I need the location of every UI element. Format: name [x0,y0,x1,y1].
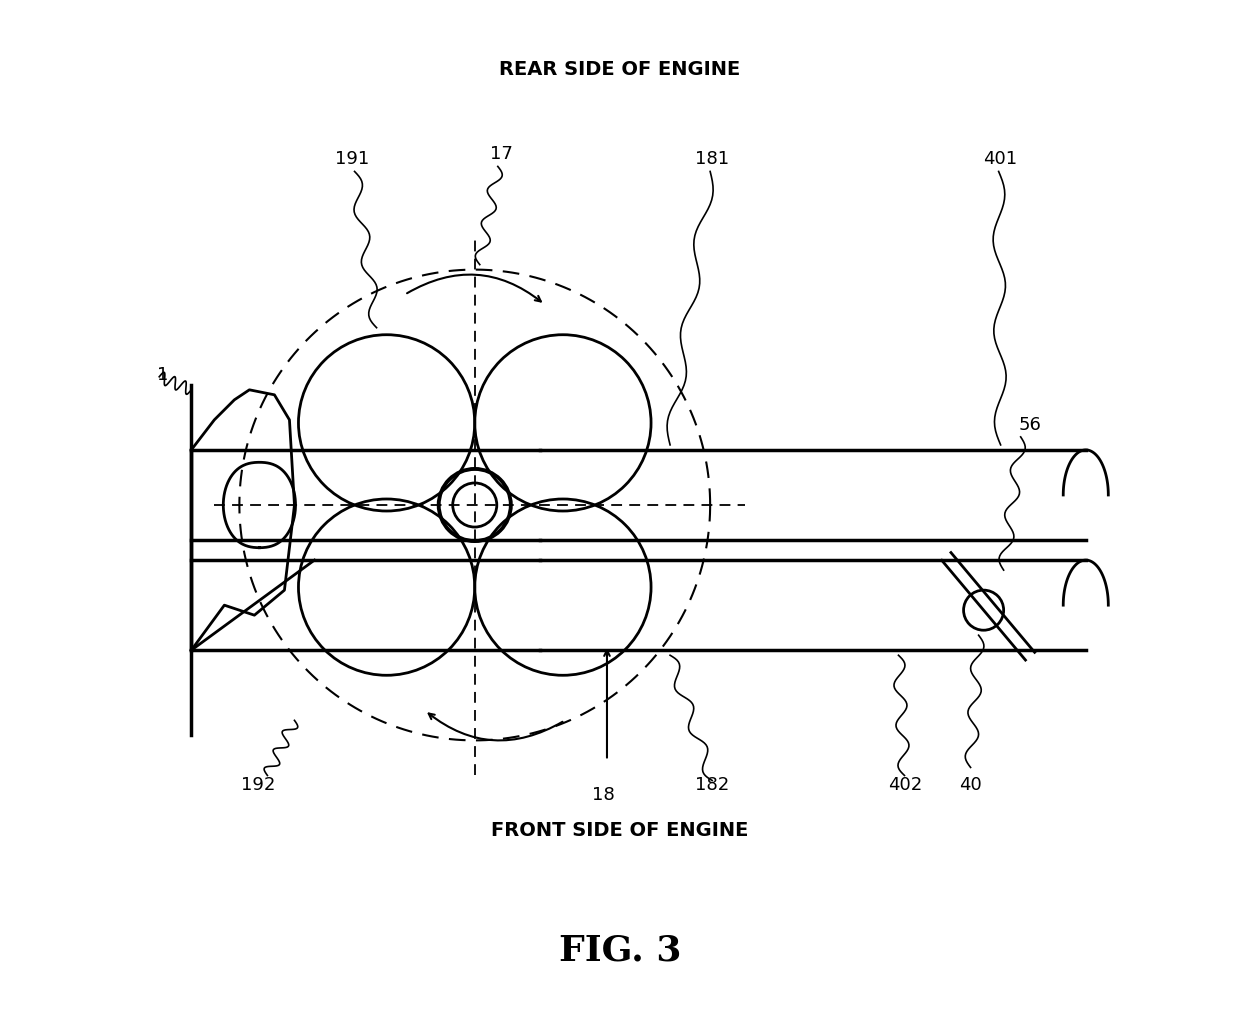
Text: 1: 1 [157,366,169,384]
Text: 18: 18 [591,787,615,805]
Text: 192: 192 [242,777,275,795]
Text: 402: 402 [888,777,923,795]
Text: 181: 181 [696,150,729,169]
Text: FRONT SIDE OF ENGINE: FRONT SIDE OF ENGINE [491,821,749,840]
Text: REAR SIDE OF ENGINE: REAR SIDE OF ENGINE [500,60,740,79]
Text: 17: 17 [490,145,512,164]
Text: 56: 56 [1019,416,1042,434]
Text: 40: 40 [959,777,981,795]
Text: 191: 191 [335,150,368,169]
Text: 182: 182 [696,777,729,795]
Text: FIG. 3: FIG. 3 [559,933,681,968]
Text: 401: 401 [982,150,1017,169]
